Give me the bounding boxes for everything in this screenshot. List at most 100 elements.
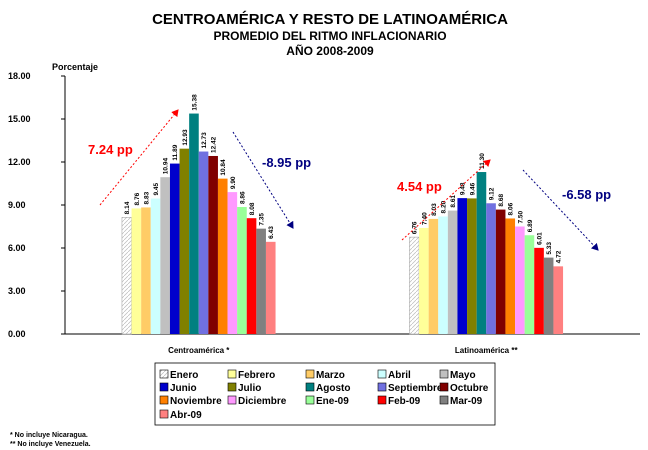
data-label: 10.94 bbox=[163, 158, 170, 175]
y-tick-label: 12.00 bbox=[8, 157, 31, 167]
legend-swatch bbox=[439, 369, 449, 379]
legend-swatch bbox=[227, 395, 237, 405]
legend-swatch bbox=[377, 395, 387, 405]
data-label: 11.89 bbox=[172, 144, 179, 160]
data-label: 8.08 bbox=[249, 202, 256, 215]
data-label: 7.35 bbox=[259, 213, 266, 226]
legend-label: Marzo bbox=[316, 370, 345, 381]
data-label: 9.12 bbox=[489, 187, 496, 200]
legend-label: Noviembre bbox=[170, 396, 222, 407]
legend-swatch bbox=[159, 395, 169, 405]
legend-label: Septiembre bbox=[388, 383, 443, 394]
legend-label: Feb-09 bbox=[388, 396, 421, 407]
legend-swatch bbox=[305, 382, 315, 392]
bar bbox=[534, 247, 544, 334]
annotation: -6.58 pp bbox=[562, 187, 611, 202]
bar bbox=[150, 198, 161, 334]
legend-label: Junio bbox=[170, 383, 197, 394]
data-label: 6.43 bbox=[268, 226, 275, 239]
footnote: ** No incluye Venezuela. bbox=[10, 441, 91, 448]
legend-label: Mayo bbox=[450, 370, 476, 381]
legend-swatch bbox=[159, 382, 169, 392]
annotation-arrow bbox=[232, 131, 294, 229]
legend-label: Ene-09 bbox=[316, 396, 349, 407]
bar bbox=[246, 218, 257, 334]
bar bbox=[409, 236, 420, 335]
legend-swatch bbox=[305, 395, 315, 405]
y-axis-label: Porcentaje bbox=[52, 62, 98, 72]
legend-box bbox=[154, 362, 496, 426]
data-label: 6.76 bbox=[412, 221, 419, 234]
data-label: 11.30 bbox=[479, 153, 486, 169]
data-label: 8.03 bbox=[431, 203, 438, 216]
legend-label: Agosto bbox=[316, 383, 350, 394]
data-label: 8.86 bbox=[239, 191, 246, 204]
data-label: 5.33 bbox=[546, 242, 553, 255]
annotation: 7.24 pp bbox=[88, 142, 133, 157]
x-tick-label: Latinoamérica ** bbox=[455, 346, 519, 355]
legend-label: Enero bbox=[170, 370, 198, 381]
bar bbox=[447, 210, 458, 334]
bar bbox=[160, 177, 170, 334]
bar bbox=[198, 151, 209, 334]
annotation-arrow bbox=[99, 109, 179, 206]
legend-label: Octubre bbox=[450, 383, 489, 394]
bar bbox=[131, 208, 142, 334]
bar bbox=[467, 198, 477, 334]
bar bbox=[227, 192, 238, 334]
bar bbox=[476, 172, 487, 334]
bar bbox=[179, 148, 190, 334]
data-label: 8.83 bbox=[143, 191, 150, 204]
chart-subtitle: AÑO 2008-2009 bbox=[286, 43, 374, 58]
legend-label: Abr-09 bbox=[170, 410, 202, 421]
legend-swatch bbox=[439, 382, 449, 392]
bar bbox=[237, 207, 247, 334]
data-label: 6.89 bbox=[527, 219, 534, 232]
chart-subtitle: PROMEDIO DEL RITMO INFLACIONARIO bbox=[213, 29, 446, 43]
bar bbox=[419, 227, 429, 334]
legend-swatch bbox=[159, 409, 169, 419]
legend-swatch bbox=[159, 369, 169, 379]
data-label: 12.73 bbox=[201, 132, 208, 149]
bar bbox=[515, 226, 525, 334]
data-label: 9.48 bbox=[460, 182, 467, 195]
bar bbox=[495, 209, 506, 334]
y-tick-label: 18.00 bbox=[8, 71, 31, 81]
data-label: 4.72 bbox=[556, 250, 563, 263]
bar bbox=[428, 218, 439, 334]
legend-label: Mar-09 bbox=[450, 396, 483, 407]
data-label: 7.50 bbox=[517, 210, 524, 223]
chart-title: CENTROAMÉRICA Y RESTO DE LATINOAMÉRICA bbox=[152, 11, 508, 28]
data-label: 8.61 bbox=[450, 195, 457, 208]
legend-swatch bbox=[227, 382, 237, 392]
y-tick-label: 0.00 bbox=[8, 329, 26, 339]
data-label: 8.14 bbox=[124, 201, 131, 214]
bar bbox=[438, 216, 448, 334]
data-label: 9.45 bbox=[153, 183, 160, 196]
bar bbox=[217, 178, 228, 334]
bar bbox=[169, 163, 180, 334]
bar bbox=[486, 203, 496, 334]
data-label: 9.90 bbox=[230, 176, 237, 189]
legend-swatch bbox=[377, 369, 387, 379]
y-tick-label: 15.00 bbox=[8, 114, 31, 124]
legend-swatch bbox=[377, 382, 387, 392]
data-label: 8.06 bbox=[508, 202, 515, 215]
data-label: 10.84 bbox=[220, 159, 227, 176]
data-label: 15.38 bbox=[191, 94, 198, 111]
bar bbox=[208, 155, 218, 334]
annotation: 4.54 pp bbox=[397, 179, 442, 194]
bar bbox=[141, 207, 151, 334]
bar bbox=[265, 241, 276, 334]
data-label: 8.20 bbox=[441, 200, 448, 213]
bar bbox=[457, 198, 468, 334]
legend-label: Julio bbox=[238, 383, 261, 394]
data-label: 8.68 bbox=[498, 194, 505, 207]
legend-label: Febrero bbox=[238, 370, 275, 381]
footnote: * No incluye Nicaragua. bbox=[10, 432, 88, 439]
bar bbox=[121, 217, 132, 335]
y-tick-label: 3.00 bbox=[8, 286, 26, 296]
y-tick-label: 9.00 bbox=[8, 200, 26, 210]
legend-label: Abril bbox=[388, 370, 411, 381]
